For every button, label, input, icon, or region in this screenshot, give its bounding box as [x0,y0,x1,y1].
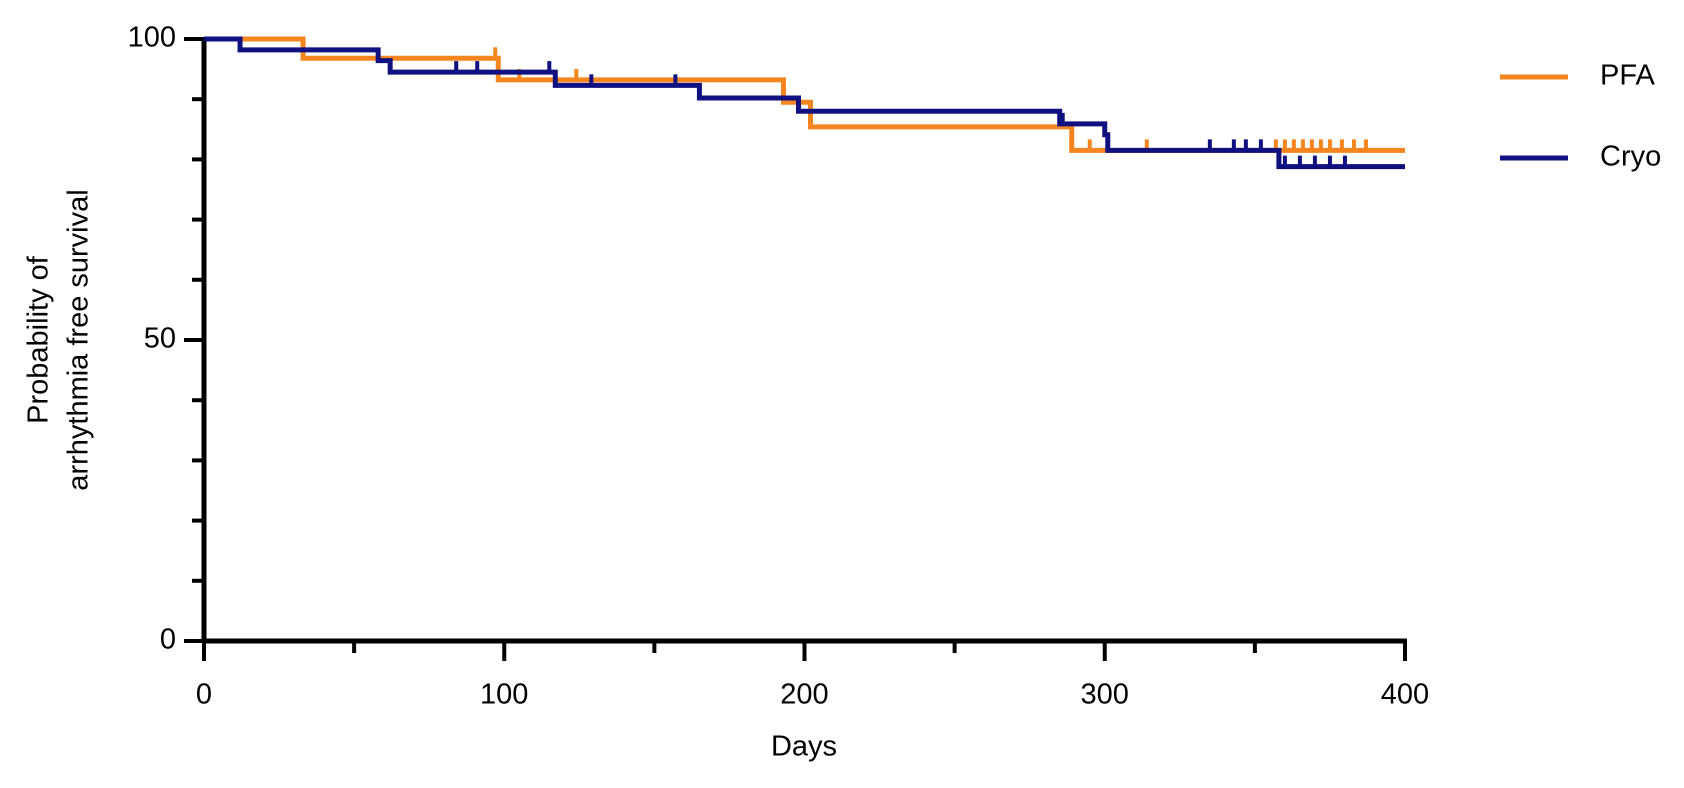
y-tick-label: 100 [128,22,176,54]
x-tick-label: 0 [196,679,212,711]
x-tick-label: 400 [1381,679,1429,711]
survival-line [204,36,1405,170]
legend-label: Cryo [1600,141,1661,173]
y-axis-title: Probability of [23,255,55,424]
survival-line [204,36,1405,153]
y-axis-title: arrhythmia free survival [63,189,95,490]
x-tick-label: 200 [780,679,828,711]
y-tick-label: 50 [144,323,176,355]
x-tick-label: 100 [480,679,528,711]
legend-label: PFA [1600,60,1655,92]
x-axis-title: Days [771,731,837,763]
x-tick-label: 300 [1081,679,1129,711]
y-tick-label: 0 [160,624,176,656]
